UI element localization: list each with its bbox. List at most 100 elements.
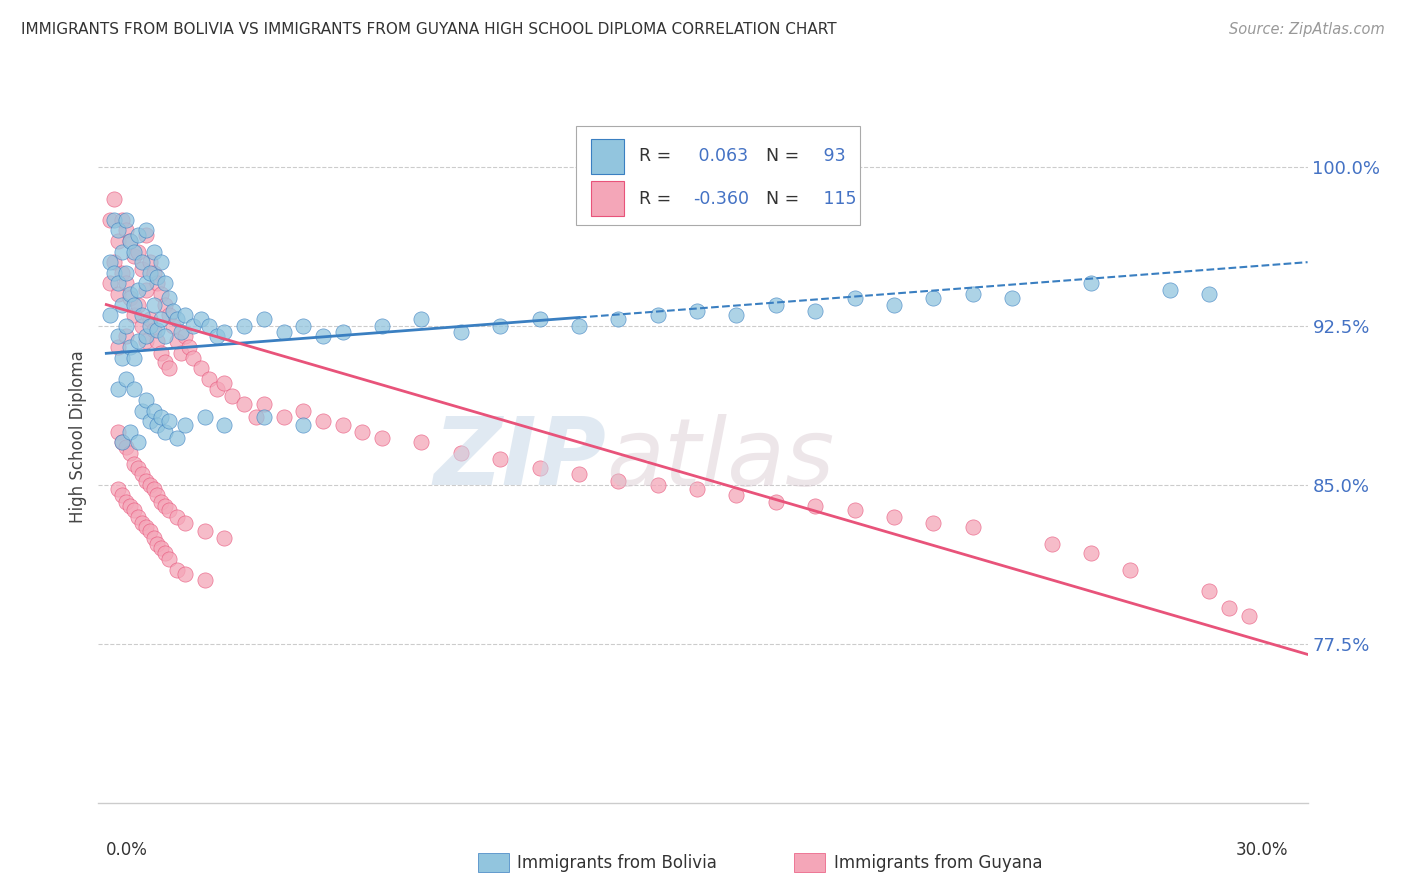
Point [166, 431, 188, 445]
Point [332, 325, 354, 339]
Point [489, 318, 512, 333]
Point [115, 223, 138, 237]
Point [135, 227, 157, 242]
Point [122, 383, 145, 397]
Point [115, 212, 138, 227]
Point [607, 474, 630, 488]
Point [1198, 583, 1220, 598]
Point [146, 488, 169, 502]
Text: Immigrants from Guyana: Immigrants from Guyana [834, 854, 1042, 871]
Point [194, 573, 217, 587]
Point [146, 418, 169, 433]
Text: IMMIGRANTS FROM BOLIVIA VS IMMIGRANTS FROM GUYANA HIGH SCHOOL DIPLOMA CORRELATIO: IMMIGRANTS FROM BOLIVIA VS IMMIGRANTS FR… [21, 22, 837, 37]
Point [804, 304, 827, 318]
Point [844, 291, 866, 305]
Point [122, 503, 145, 517]
Point [131, 516, 153, 530]
Point [115, 318, 138, 333]
Point [273, 409, 295, 424]
Point [332, 418, 354, 433]
Point [155, 546, 177, 560]
Point [131, 255, 153, 269]
Point [371, 431, 394, 445]
Point [844, 503, 866, 517]
Point [174, 418, 197, 433]
Point [127, 460, 149, 475]
Point [118, 340, 141, 354]
Point [197, 318, 219, 333]
Point [107, 340, 129, 354]
Point [98, 277, 121, 291]
Point [150, 541, 173, 556]
FancyBboxPatch shape [591, 181, 624, 216]
Point [122, 308, 145, 322]
Point [150, 494, 173, 508]
Point [214, 531, 236, 545]
Point [162, 318, 184, 333]
Point [118, 234, 141, 248]
Point [352, 425, 374, 439]
Point [170, 346, 193, 360]
Text: Immigrants from Bolivia: Immigrants from Bolivia [517, 854, 717, 871]
Point [111, 488, 134, 502]
Point [883, 297, 905, 311]
Text: 30.0%: 30.0% [1236, 841, 1288, 859]
Point [142, 244, 165, 259]
Point [529, 460, 551, 475]
Point [292, 318, 315, 333]
Point [529, 312, 551, 326]
Point [214, 418, 236, 433]
Point [138, 477, 160, 491]
Point [135, 223, 157, 237]
Point [111, 435, 134, 450]
Point [98, 308, 121, 322]
Point [166, 312, 188, 326]
Point [962, 520, 984, 534]
Point [205, 383, 228, 397]
FancyBboxPatch shape [591, 138, 624, 174]
Point [127, 244, 149, 259]
Point [233, 318, 256, 333]
Point [131, 403, 153, 417]
Point [883, 509, 905, 524]
Point [107, 425, 129, 439]
Point [181, 318, 204, 333]
Point [292, 418, 315, 433]
Point [725, 308, 748, 322]
Point [253, 409, 276, 424]
Point [155, 277, 177, 291]
Point [157, 361, 180, 376]
Text: Source: ZipAtlas.com: Source: ZipAtlas.com [1229, 22, 1385, 37]
Point [1198, 287, 1220, 301]
Point [115, 277, 138, 291]
Point [725, 488, 748, 502]
Point [118, 425, 141, 439]
Text: N =: N = [766, 190, 799, 208]
Point [647, 308, 669, 322]
Point [127, 297, 149, 311]
Point [127, 227, 149, 242]
Point [142, 403, 165, 417]
Text: R =: R = [638, 147, 671, 165]
Point [138, 524, 160, 539]
Point [122, 457, 145, 471]
Point [170, 325, 193, 339]
Point [489, 452, 512, 467]
Text: 115: 115 [818, 190, 856, 208]
Point [107, 223, 129, 237]
Point [181, 351, 204, 365]
Point [138, 318, 160, 333]
Point [205, 329, 228, 343]
Point [138, 266, 160, 280]
Point [312, 329, 335, 343]
Point [103, 255, 125, 269]
Point [253, 312, 276, 326]
Point [146, 270, 169, 285]
Point [122, 297, 145, 311]
Point [107, 329, 129, 343]
Point [118, 287, 141, 301]
Point [142, 531, 165, 545]
Point [127, 334, 149, 348]
Point [138, 312, 160, 326]
Point [150, 312, 173, 326]
